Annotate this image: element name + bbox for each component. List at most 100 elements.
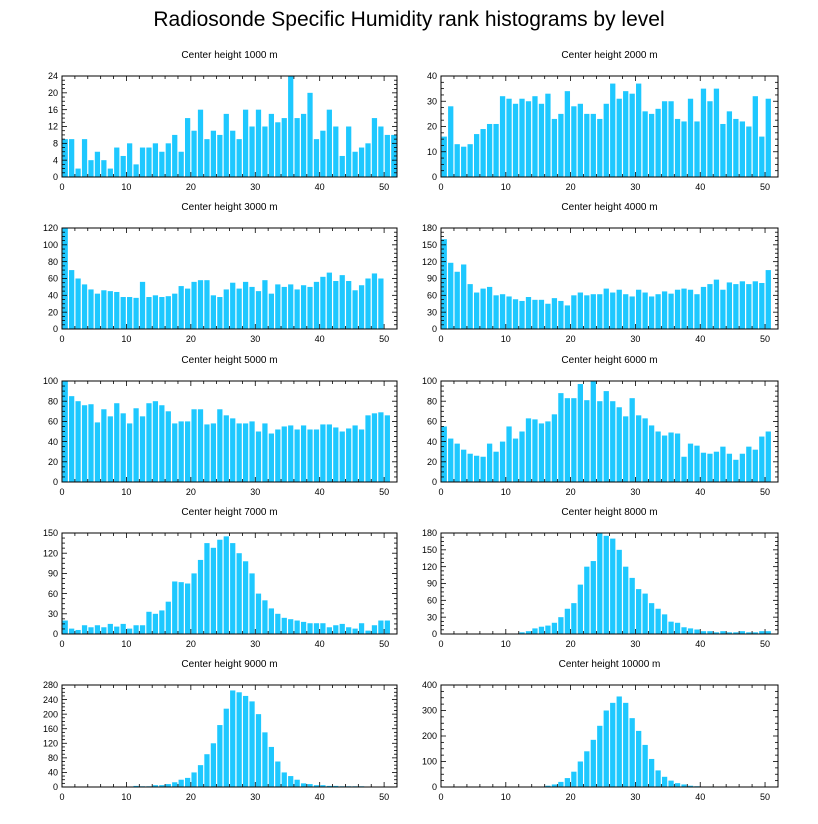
bar xyxy=(223,415,229,482)
bar xyxy=(217,409,223,482)
x-tick-label: 10 xyxy=(121,487,131,497)
bar xyxy=(597,294,603,329)
bar xyxy=(551,118,558,177)
bar xyxy=(294,620,300,634)
bar xyxy=(694,294,700,329)
x-tick-label: 20 xyxy=(566,487,576,497)
bar xyxy=(326,424,332,482)
bar xyxy=(454,443,460,482)
x-tick-label: 40 xyxy=(695,639,705,649)
bar xyxy=(597,725,603,787)
bar xyxy=(178,151,184,177)
bar xyxy=(623,416,629,482)
x-tick-label: 20 xyxy=(566,182,576,192)
bar xyxy=(545,785,551,787)
bar xyxy=(590,381,596,482)
bar xyxy=(480,129,486,177)
bar xyxy=(204,280,210,329)
bar xyxy=(707,631,713,634)
y-tick-label: 60 xyxy=(427,417,437,427)
bar xyxy=(726,282,733,329)
bar xyxy=(752,96,758,177)
bar xyxy=(139,281,146,329)
histogram-panel-2: Center height 2000 m 0 10 20 30 40 50 0 10 20 30 40 xyxy=(427,50,779,192)
bar xyxy=(448,106,454,177)
bar xyxy=(590,113,596,178)
y-tick-label: 0 xyxy=(432,172,437,182)
bar xyxy=(88,160,94,177)
bar xyxy=(648,603,655,634)
bar xyxy=(165,411,171,482)
bar xyxy=(326,627,332,634)
bar xyxy=(307,623,313,634)
bar xyxy=(358,285,365,329)
bar xyxy=(185,421,191,482)
bar xyxy=(577,584,583,634)
y-tick-label: 240 xyxy=(43,695,58,705)
plot-frame xyxy=(440,684,779,788)
x-tick-label: 40 xyxy=(315,792,325,802)
bar xyxy=(467,284,473,329)
bar xyxy=(204,424,210,482)
bar xyxy=(146,611,152,634)
bar xyxy=(159,405,165,482)
bar xyxy=(159,297,165,329)
bar xyxy=(603,103,609,177)
bar xyxy=(62,620,68,634)
bar xyxy=(165,784,171,787)
bar xyxy=(571,603,577,634)
bar xyxy=(275,429,281,482)
panel-title: Center height 9000 m xyxy=(181,659,277,670)
bar xyxy=(255,109,262,177)
bar xyxy=(441,426,447,482)
y-tick-label: 100 xyxy=(43,240,58,250)
bar xyxy=(519,431,525,482)
bar xyxy=(365,143,371,177)
bar xyxy=(681,121,687,177)
bar xyxy=(75,629,81,634)
bar xyxy=(178,779,184,787)
bar xyxy=(545,93,551,177)
bar xyxy=(577,103,583,177)
bar xyxy=(713,451,720,482)
histogram-panel-10: Center height 10000 m 0 10 20 30 40 50 0 100 200 3… xyxy=(422,659,779,802)
plot-frame xyxy=(61,532,398,635)
y-tick-label: 150 xyxy=(422,545,437,555)
bar xyxy=(700,452,707,482)
bar xyxy=(558,393,564,482)
bar xyxy=(733,284,739,329)
x-tick-label: 40 xyxy=(315,639,325,649)
x-tick-label: 50 xyxy=(760,334,770,344)
bar xyxy=(326,785,332,787)
bar xyxy=(178,421,184,482)
bar xyxy=(746,446,752,482)
y-tick-label: 100 xyxy=(422,376,437,386)
bar xyxy=(746,632,752,634)
bar xyxy=(564,608,571,634)
bar xyxy=(603,535,609,634)
bar xyxy=(616,407,622,482)
bar xyxy=(448,438,454,482)
bar xyxy=(152,295,159,329)
y-tick-label: 200 xyxy=(43,709,58,719)
bar xyxy=(519,300,525,329)
bar xyxy=(474,292,480,329)
bar xyxy=(558,617,564,634)
bar xyxy=(313,785,320,787)
bar xyxy=(681,456,687,482)
bar xyxy=(210,130,217,177)
x-tick-label: 20 xyxy=(186,334,196,344)
bar xyxy=(294,289,300,329)
bar xyxy=(69,139,75,178)
bar xyxy=(339,155,345,177)
bar xyxy=(242,109,249,177)
y-tick-label: 120 xyxy=(43,223,58,233)
bar xyxy=(700,631,707,634)
plot-frame xyxy=(440,532,779,635)
y-tick-label: 0 xyxy=(432,782,437,792)
y-tick-label: 120 xyxy=(43,738,58,748)
bar xyxy=(165,601,171,634)
bar xyxy=(668,293,674,329)
bar xyxy=(623,294,629,329)
y-tick-label: 0 xyxy=(432,477,437,487)
